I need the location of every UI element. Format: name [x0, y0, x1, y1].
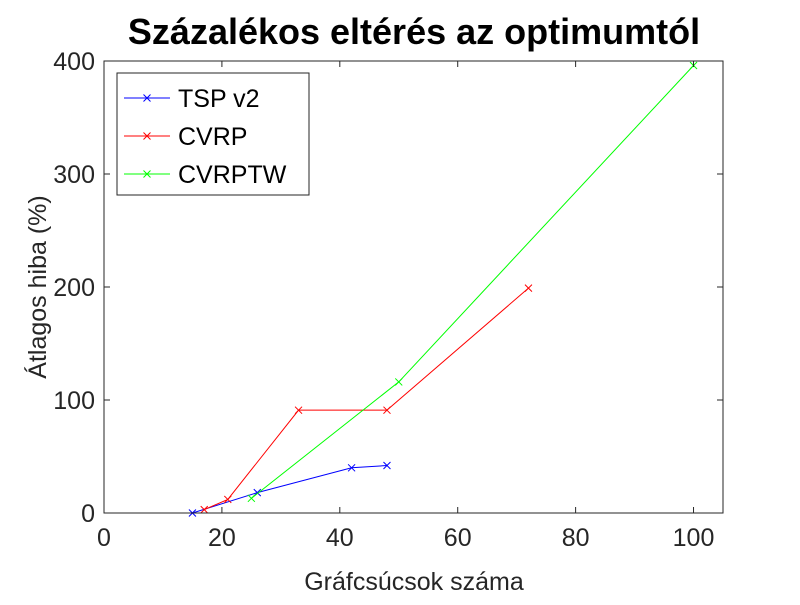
x-tick-label: 40	[326, 524, 354, 552]
x-axis-label: Gráfcsúcsok száma	[304, 568, 524, 596]
legend-label: CVRP	[178, 123, 247, 151]
series-line-cvrptw	[251, 65, 694, 499]
x-tick-label: 100	[673, 524, 715, 552]
legend-entry-cvrp: CVRP	[124, 123, 247, 151]
data-point	[394, 378, 403, 386]
legend-marker	[143, 94, 151, 102]
legend: TSP v2 CVRP CVRPTW	[116, 72, 310, 196]
legend-marker	[143, 170, 151, 178]
chart-title: Százalékos eltérés az optimumtól	[128, 11, 700, 52]
data-point	[200, 505, 209, 514]
legend-label: TSP v2	[178, 85, 260, 113]
y-tick-label: 300	[53, 161, 95, 189]
series-layer	[188, 61, 698, 517]
legend-entry-cvrptw: CVRPTW	[124, 161, 287, 189]
x-tick-label: 0	[97, 524, 111, 552]
x-axis: 0 20 40 60 80 100	[97, 61, 714, 552]
series-line-tsp-v2	[192, 465, 388, 514]
legend-label: CVRPTW	[178, 161, 287, 189]
data-point	[383, 461, 391, 470]
y-axis: 0 100 200 300 400	[53, 48, 723, 528]
y-tick-label: 0	[81, 500, 95, 528]
data-point	[347, 463, 356, 472]
x-tick-label: 80	[562, 524, 590, 552]
data-point	[294, 406, 303, 415]
series-cvrp	[200, 284, 533, 514]
legend-marker	[143, 132, 151, 140]
data-point	[247, 494, 256, 503]
y-tick-label: 100	[53, 387, 95, 415]
series-cvrptw	[247, 61, 698, 503]
series-line-cvrp	[204, 287, 529, 511]
x-tick-label: 60	[444, 524, 472, 552]
data-point	[524, 284, 533, 292]
y-tick-label: 200	[53, 274, 95, 302]
x-tick-label: 20	[208, 524, 236, 552]
y-axis-label: Átlagos hiba (%)	[23, 195, 52, 378]
data-point	[223, 495, 232, 504]
data-point	[383, 406, 391, 415]
y-tick-label: 400	[53, 48, 95, 76]
legend-entry-tsp-v2: TSP v2	[124, 85, 260, 113]
series-tsp-v2	[188, 461, 391, 517]
